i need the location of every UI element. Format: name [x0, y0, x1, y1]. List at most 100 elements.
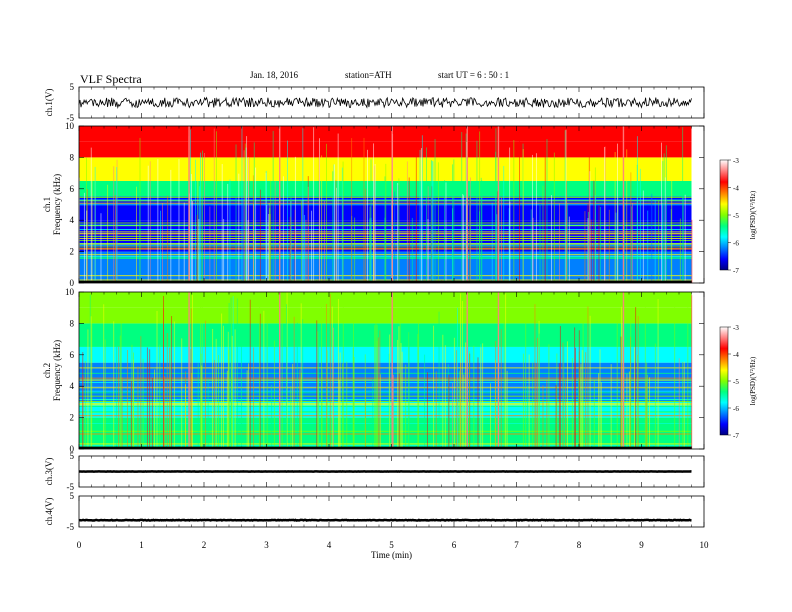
spectrogram-streak — [205, 320, 206, 449]
spectrogram-streak — [593, 180, 595, 283]
spectrogram-streak — [598, 205, 600, 283]
spectrogram-streak — [90, 147, 92, 283]
spectrogram-streak — [91, 165, 93, 283]
spectrogram-streak — [336, 187, 337, 283]
spectrogram-streak — [103, 304, 105, 449]
spectrogram-streak — [115, 194, 117, 283]
spectrogram-line — [79, 379, 692, 381]
spectrogram-burst — [466, 292, 468, 449]
spectrogram-streak — [367, 149, 368, 283]
spectrogram-streak — [461, 131, 463, 283]
spectrogram-streak — [263, 310, 265, 449]
spectrogram-streak — [421, 135, 423, 283]
spectrogram-streak — [400, 343, 402, 449]
spectrogram-streak — [207, 378, 209, 449]
spectrogram-streak — [238, 173, 240, 283]
spectrogram-streak — [546, 380, 548, 449]
date-label: Jan. 18, 2016 — [250, 70, 298, 80]
spectrogram-streak — [170, 324, 172, 449]
y-tick-label: 4 — [70, 215, 75, 225]
spectrogram-streak — [370, 217, 372, 283]
y-axis-label: ch.3(V) — [44, 458, 54, 486]
spectrogram-streak — [401, 351, 403, 449]
spectrogram-streak — [455, 350, 457, 449]
spectrogram-streak — [244, 143, 246, 283]
spectrogram-streak — [522, 353, 524, 449]
spectrogram-streak — [201, 365, 203, 449]
spectrogram-streak — [116, 332, 118, 449]
spectrogram-streak — [415, 145, 417, 283]
spectrogram-streak — [200, 353, 202, 449]
spectrogram-streak — [497, 191, 499, 283]
spectrogram-streak — [196, 214, 198, 283]
spectrogram-streak — [253, 142, 255, 283]
spectrogram-streak — [575, 347, 576, 449]
spectrogram-streak — [495, 340, 497, 449]
spectrogram-streak — [631, 206, 632, 283]
spectrogram-streak — [530, 209, 532, 283]
spectrogram-streak — [480, 347, 482, 449]
y-tick-label: 10 — [65, 287, 75, 297]
spectrogram-streak — [200, 295, 202, 449]
spectrogram-streak — [430, 160, 432, 283]
spectrogram-streak — [566, 203, 568, 283]
spectrogram-streak — [438, 311, 440, 449]
spectrogram-streak — [647, 210, 649, 283]
spectrogram-streak — [369, 218, 371, 283]
spectrogram-streak — [578, 330, 580, 449]
spectrogram-streak — [658, 200, 660, 283]
spectrogram-streak — [665, 145, 667, 283]
colorbar-tick-label: -5 — [733, 378, 739, 386]
spectrogram-streak — [491, 202, 493, 283]
spectrogram-streak — [532, 217, 534, 283]
spectrogram-streak — [318, 324, 320, 449]
spectrogram-streak — [616, 320, 618, 449]
spectrogram-streak — [384, 176, 386, 283]
spectrogram-line — [79, 367, 692, 369]
colorbar-tick-label: -5 — [733, 212, 739, 220]
spectrogram-streak — [136, 186, 137, 283]
spectrogram-streak — [372, 379, 374, 449]
spectrogram-streak — [215, 338, 217, 449]
spectrogram-streak — [89, 294, 91, 449]
spectrogram-streak — [337, 133, 339, 283]
spectrogram-streak — [566, 341, 568, 449]
spectrogram-streak — [535, 153, 537, 283]
spectrogram-streak — [232, 296, 234, 449]
spectrogram-streak — [582, 314, 584, 449]
spectrogram-streak — [183, 202, 185, 283]
spectrogram-streak — [104, 339, 106, 449]
spectrogram-streak — [571, 358, 573, 449]
spectrogram-streak — [311, 210, 313, 283]
spectrogram-streak — [689, 378, 691, 449]
spectrogram-streak — [259, 189, 261, 283]
spectrogram-streak — [190, 174, 192, 283]
spectrogram-streak — [662, 203, 664, 283]
spectrogram-streak — [274, 181, 276, 283]
spectrogram-streak — [674, 293, 676, 449]
spectrogram-streak — [539, 204, 541, 283]
spectrogram-streak — [341, 363, 343, 449]
spectrogram-streak — [376, 324, 378, 449]
spectrogram-streak — [636, 136, 638, 283]
spectrogram-streak — [178, 159, 180, 283]
spectrogram-streak — [581, 350, 583, 449]
spectrogram-streak — [447, 364, 449, 449]
spectrogram-streak — [626, 149, 628, 283]
spectrogram-streak — [166, 333, 168, 449]
spectrogram-streak — [444, 345, 446, 449]
spectrogram-streak — [131, 344, 133, 449]
spectrogram-streak — [226, 370, 228, 449]
x-tick-label: 1 — [139, 540, 144, 550]
spectrogram-line — [79, 421, 692, 423]
spectrogram-streak — [620, 336, 622, 449]
spectrogram-streak — [190, 308, 192, 449]
spectrogram-streak — [192, 294, 193, 449]
spectrogram-streak — [157, 159, 159, 283]
spectrogram-burst — [279, 292, 281, 449]
x-tick-label: 7 — [514, 540, 519, 550]
spectrogram-streak — [528, 354, 530, 449]
spectrogram-streak — [424, 354, 426, 449]
spectrogram-streak — [691, 295, 693, 449]
spectrogram-line — [79, 401, 692, 402]
